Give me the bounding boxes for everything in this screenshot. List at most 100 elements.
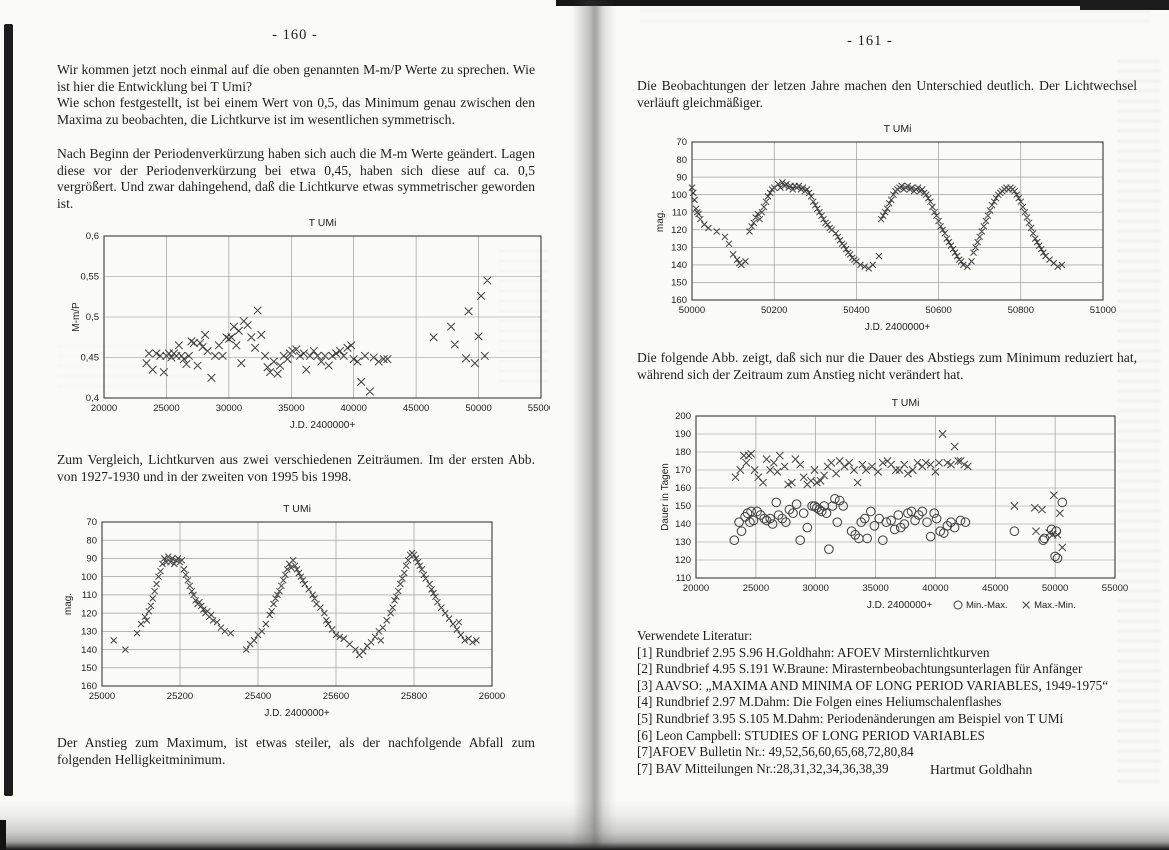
- bleed-through-artifact: [1118, 60, 1160, 790]
- svg-text:50200: 50200: [761, 305, 787, 316]
- svg-text:Dauer in Tagen: Dauer in Tagen: [660, 463, 671, 531]
- svg-text:J.D. 2400000+: J.D. 2400000+: [290, 420, 355, 431]
- svg-text:110: 110: [672, 207, 687, 218]
- svg-text:55000: 55000: [1102, 583, 1128, 594]
- svg-text:51000: 51000: [1090, 305, 1116, 316]
- scan-bottom-edge-shadow: [0, 800, 1169, 850]
- svg-text:25600: 25600: [323, 691, 349, 702]
- reference-item: [3] AAVSO: „MAXIMA AND MINIMA OF LONG PE…: [637, 677, 1109, 693]
- svg-text:190: 190: [675, 429, 691, 440]
- chart-svg-mmp: T UMi 0,4 0,45 0,5 0,55 0,6 20000 25000 30000 350…: [71, 217, 554, 431]
- svg-text:55000: 55000: [528, 403, 550, 414]
- svg-text:130: 130: [81, 627, 97, 638]
- svg-text:T UMi: T UMi: [892, 397, 920, 409]
- svg-text:25200: 25200: [167, 691, 193, 702]
- svg-text:120: 120: [671, 225, 687, 236]
- svg-text:180: 180: [675, 447, 691, 458]
- svg-text:Max.-Min.: Max.-Min.: [1034, 600, 1076, 611]
- svg-text:25000: 25000: [89, 691, 115, 702]
- svg-text:160: 160: [81, 681, 97, 692]
- svg-text:30000: 30000: [802, 583, 828, 594]
- paragraph-period-change: Nach Beginn der Periodenverkürzung haben…: [57, 146, 535, 211]
- book-gutter-shadow: [572, 0, 616, 850]
- chart-duration-in-days: T UMi 110 120 130 140 150 160 170 180 190 200 20000…: [655, 396, 1129, 618]
- page-number-left: - 160 -: [272, 27, 318, 43]
- svg-text:130: 130: [675, 537, 691, 548]
- svg-text:140: 140: [81, 645, 97, 656]
- svg-text:25000: 25000: [743, 583, 769, 594]
- page-number-right: - 161 -: [847, 33, 893, 49]
- chart-svg-dauer: T UMi 110 120 130 140 150 160 170 180 190 200 20000…: [660, 397, 1128, 611]
- svg-text:20000: 20000: [91, 403, 117, 414]
- svg-text:25400: 25400: [245, 691, 271, 702]
- author-signature: Hartmut Goldhahn: [930, 762, 1033, 777]
- svg-text:140: 140: [675, 519, 691, 530]
- svg-text:50800: 50800: [1008, 305, 1034, 316]
- paragraph-rise-steeper: Der Anstieg zum Maximum, ist etwas steil…: [57, 735, 535, 767]
- bleed-through-artifact: [640, 10, 1150, 30]
- svg-text:J.D. 2400000+: J.D. 2400000+: [867, 600, 932, 611]
- literature-heading: Verwendete Literatur:: [637, 628, 753, 643]
- svg-text:90: 90: [676, 172, 687, 183]
- svg-text:100: 100: [81, 572, 97, 583]
- paragraph-recent-observations: Die Beobachtungen der letzen Jahre mache…: [637, 78, 1137, 110]
- svg-text:0,55: 0,55: [81, 272, 100, 283]
- reference-item: [6] Leon Campbell: STUDIES OF LONG PERIO…: [637, 727, 985, 743]
- svg-text:T UMi: T UMi: [283, 503, 311, 515]
- svg-text:45000: 45000: [982, 583, 1008, 594]
- paragraph-mmp-intro: Wir kommen jetzt noch einmal auf die obe…: [57, 62, 535, 94]
- svg-text:J.D. 2400000+: J.D. 2400000+: [264, 708, 329, 719]
- reference-item: [5] Rundbrief 3.95 S.105 M.Dahm: Periode…: [637, 710, 1064, 726]
- svg-text:45000: 45000: [403, 403, 429, 414]
- paragraph-mmp-symmetry: Wie schon festgestellt, ist bei einem We…: [57, 95, 535, 127]
- svg-text:40000: 40000: [922, 583, 948, 594]
- paragraph-comparison: Zum Vergleich, Lichtkurven aus zwei vers…: [57, 452, 535, 484]
- svg-text:Min.-Max.: Min.-Max.: [966, 600, 1008, 611]
- svg-text:90: 90: [86, 554, 97, 565]
- svg-text:mag.: mag.: [63, 593, 74, 615]
- svg-text:T UMi: T UMi: [309, 217, 337, 229]
- svg-text:170: 170: [675, 465, 691, 476]
- svg-text:35000: 35000: [862, 583, 888, 594]
- literature-section: Verwendete Literatur: [1] Rundbrief 2.95…: [637, 628, 1152, 777]
- svg-text:25000: 25000: [153, 403, 179, 414]
- svg-text:20000: 20000: [683, 583, 709, 594]
- svg-text:80: 80: [86, 535, 97, 546]
- svg-text:35000: 35000: [278, 403, 304, 414]
- svg-text:50000: 50000: [679, 305, 705, 316]
- svg-text:120: 120: [81, 608, 97, 619]
- svg-text:150: 150: [671, 278, 687, 289]
- reference-item: [1] Rundbrief 2.95 S.96 H.Goldhahn: AFOE…: [637, 644, 990, 660]
- svg-text:30000: 30000: [216, 403, 242, 414]
- svg-text:50000: 50000: [1042, 583, 1068, 594]
- svg-text:150: 150: [81, 663, 97, 674]
- svg-text:0,5: 0,5: [86, 312, 99, 323]
- svg-text:70: 70: [86, 517, 97, 528]
- svg-text:M-m/P: M-m/P: [71, 302, 82, 332]
- svg-text:25800: 25800: [401, 691, 427, 702]
- svg-text:J.D. 2400000+: J.D. 2400000+: [865, 322, 930, 333]
- svg-text:26000: 26000: [479, 691, 505, 702]
- svg-text:0,4: 0,4: [86, 393, 99, 404]
- svg-text:0,45: 0,45: [81, 353, 100, 364]
- scan-top-edge-shadow: [556, 0, 1169, 6]
- scan-bottom-left-notch: [0, 820, 6, 850]
- svg-text:T UMi: T UMi: [884, 123, 912, 135]
- svg-text:140: 140: [671, 260, 687, 271]
- chart-lightcurve-1995-1998: T UMi 70 80 90 100 110 120 130 140 150 160 50000 502…: [650, 116, 1118, 348]
- reference-item: [7] BAV Mitteilungen Nr.:28,31,32,34,36,…: [637, 760, 889, 776]
- svg-text:150: 150: [675, 501, 691, 512]
- reference-item: [4] Rundbrief 2.97 M.Dahm: Die Folgen ei…: [637, 694, 1002, 710]
- svg-text:110: 110: [82, 590, 97, 601]
- chart-lightcurve-1927-1930: T UMi 70 80 90 100 110 120 130 140 150 160 25000 252…: [58, 494, 506, 736]
- svg-text:130: 130: [671, 243, 687, 254]
- svg-text:200: 200: [675, 411, 691, 422]
- reference-item: [7]AFOEV Bulletin Nr.: 49,52,56,60,65,68…: [637, 744, 914, 760]
- bleed-through-artifact: [498, 250, 548, 390]
- chart-mmp-vs-jd: T UMi 0,4 0,45 0,5 0,55 0,6 20000 25000 30000 350…: [66, 210, 554, 438]
- svg-text:160: 160: [675, 483, 691, 494]
- svg-text:110: 110: [676, 573, 691, 584]
